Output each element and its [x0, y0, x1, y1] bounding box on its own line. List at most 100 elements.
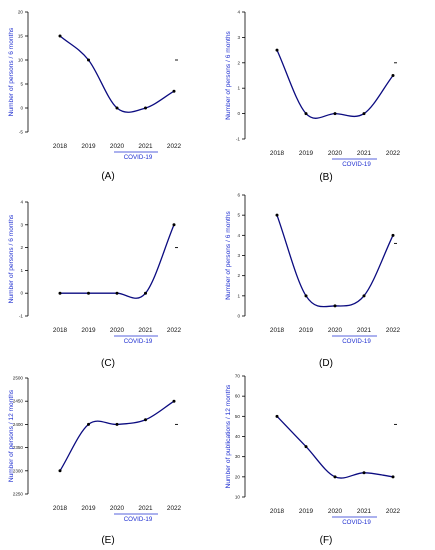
- x-tick-label: 2022: [386, 327, 401, 334]
- covid-label: COVID-19: [124, 516, 153, 523]
- data-point: [115, 291, 119, 295]
- y-tick-label: 0: [237, 111, 240, 116]
- series-line: [60, 224, 175, 299]
- x-tick-label: 2019: [299, 150, 314, 157]
- data-point: [172, 223, 176, 227]
- y-tick-label: 1: [20, 268, 23, 273]
- data-point: [275, 213, 279, 217]
- data-point: [115, 422, 119, 426]
- data-point: [391, 475, 395, 479]
- data-point: [304, 445, 308, 449]
- y-tick-label: 70: [235, 374, 241, 379]
- x-tick-label: 2018: [53, 327, 68, 334]
- x-tick-label: 2019: [81, 505, 96, 512]
- series-line: [59, 35, 175, 113]
- data-point: [275, 414, 279, 418]
- panel-label: (A): [101, 171, 114, 182]
- y-axis-label: Number of persons / 6 months: [225, 210, 232, 299]
- x-tick-label: 2020: [110, 327, 125, 334]
- y-tick-label: 50: [235, 414, 241, 419]
- series-line: [276, 49, 394, 119]
- x-tick-label: 2021: [357, 150, 372, 157]
- y-tick-label: 3: [20, 222, 23, 227]
- x-tick-label: 2018: [270, 150, 285, 157]
- y-tick-label: 1: [237, 86, 240, 91]
- y-tick-label: 10: [18, 58, 24, 63]
- covid-label: COVID-19: [342, 161, 371, 168]
- x-tick-label: 2021: [138, 143, 153, 150]
- data-point: [87, 422, 90, 426]
- x-tick-label: 2020: [328, 150, 343, 157]
- y-tick-label: 2: [237, 273, 240, 278]
- panel-label: (F): [320, 535, 333, 546]
- data-point: [144, 291, 147, 295]
- x-tick-label: 2019: [299, 327, 314, 334]
- y-tick-label: 20: [18, 10, 24, 15]
- y-tick-label: 4: [237, 10, 240, 15]
- x-tick-label: 2019: [81, 143, 96, 150]
- data-point: [275, 48, 279, 52]
- y-tick-label: 0: [237, 314, 240, 319]
- y-tick-label: 60: [235, 394, 241, 399]
- series-line: [276, 415, 394, 479]
- x-tick-label: 2018: [53, 505, 68, 512]
- x-tick-label: 2021: [357, 508, 372, 515]
- x-tick-label: 2022: [167, 505, 182, 512]
- y-tick-label: 4: [237, 233, 240, 238]
- data-point: [362, 471, 366, 475]
- x-tick-label: 2020: [110, 143, 125, 150]
- chart-panel-d: 0 1 2 3 4 5 6 Number of persons / 6 months 2018 2…: [225, 193, 401, 370]
- x-tick-label: 2020: [328, 327, 343, 334]
- y-tick-label: -1: [19, 314, 24, 319]
- y-axis-label: Number of persons / 6 months: [8, 27, 15, 116]
- data-point: [333, 475, 337, 479]
- x-tick-label: 2020: [110, 505, 125, 512]
- x-tick-label: 2021: [357, 327, 372, 334]
- data-point: [304, 294, 308, 298]
- y-tick-label: 0: [20, 106, 23, 111]
- chart-panel-a: -5 0 5 10 15 20 Number of persons / 6 months 20…: [8, 10, 182, 183]
- data-point: [304, 112, 308, 116]
- x-tick-label: 2022: [167, 327, 182, 334]
- covid-label: COVID-19: [342, 519, 371, 526]
- y-axis-label: Number of publications / 12 months: [225, 384, 232, 488]
- data-point: [333, 304, 337, 308]
- data-point: [87, 58, 90, 62]
- y-tick-label: 5: [237, 213, 240, 218]
- y-axis-label: Number of persons / 6 months: [225, 30, 232, 119]
- panel-label: (E): [101, 535, 114, 546]
- x-tick-label: 2019: [81, 327, 96, 334]
- data-point: [391, 74, 395, 77]
- y-tick-label: 0: [20, 291, 23, 296]
- chart-panel-b: -1 0 1 2 3 4 Number of persons / 6 months 2018 2…: [225, 10, 401, 184]
- x-tick-label: 2021: [138, 327, 153, 334]
- y-tick-label: 4: [20, 200, 23, 205]
- data-point: [115, 106, 119, 110]
- data-point: [144, 418, 147, 422]
- x-tick-label: 2022: [386, 508, 401, 515]
- covid-label: COVID-19: [124, 338, 153, 345]
- data-point: [333, 112, 337, 116]
- y-tick-label: 40: [235, 434, 241, 439]
- y-tick-label: 3: [237, 253, 240, 258]
- data-point: [58, 469, 62, 473]
- y-tick-label: 2350: [13, 445, 24, 450]
- series-line: [276, 214, 394, 308]
- series-line: [59, 400, 175, 472]
- x-tick-label: 2021: [138, 505, 153, 512]
- y-tick-label: 1: [237, 293, 240, 298]
- panel-label: (D): [319, 358, 333, 369]
- y-tick-label: -1: [236, 137, 241, 142]
- data-point: [58, 291, 62, 295]
- y-tick-label: 20: [235, 474, 241, 479]
- x-tick-label: 2018: [270, 327, 285, 334]
- x-tick-label: 2022: [386, 150, 401, 157]
- x-tick-label: 2020: [328, 508, 343, 515]
- y-tick-label: 10: [235, 495, 241, 500]
- y-tick-label: 6: [237, 193, 240, 198]
- covid-label: COVID-19: [342, 338, 371, 345]
- y-axis-label: Number of persons / 6 months: [8, 214, 15, 303]
- panel-label: (B): [319, 172, 332, 183]
